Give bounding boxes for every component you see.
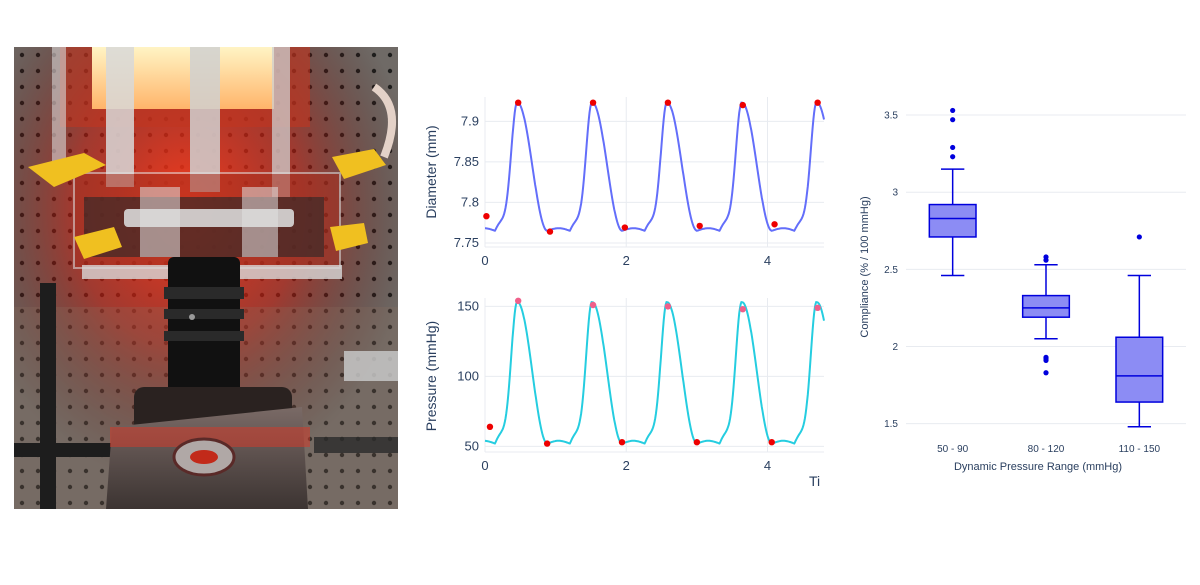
trough-marker — [771, 221, 778, 228]
peak-marker — [814, 99, 821, 106]
y-tick-label: 150 — [457, 298, 479, 313]
diameter-y-axis-title: Diameter (mm) — [423, 125, 439, 218]
y-tick-label: 2.5 — [884, 265, 898, 276]
trough-marker — [621, 224, 629, 231]
peak-marker — [664, 303, 672, 310]
bioreactor-photo-illustration — [14, 47, 398, 509]
diameter-y-ticks: 7.75 7.8 7.85 7.9 — [454, 113, 479, 250]
trough-marker — [693, 439, 701, 446]
outlier-point — [950, 117, 956, 123]
interquartile-box — [1021, 294, 1071, 318]
outlier-point — [1043, 370, 1049, 376]
y-tick-label: 3 — [892, 188, 898, 199]
x-tick-label: 4 — [764, 458, 771, 473]
y-tick-label: 7.8 — [461, 194, 479, 209]
outlier-point — [950, 107, 956, 114]
x-tick-label: 2 — [623, 253, 630, 268]
peak-marker — [814, 304, 821, 311]
trough-marker — [486, 423, 494, 430]
compliance-box-plot: 1.5 2 2.5 3 3.5 50 - 90 80 - 120 110 - 150 Com… — [859, 107, 1186, 473]
peak-marker — [739, 306, 746, 313]
interquartile-box — [1115, 336, 1164, 403]
box-2 — [1021, 254, 1071, 376]
pressure-x-ticks: 0 2 4 — [481, 458, 771, 473]
x-tick-label: 2 — [623, 458, 630, 473]
y-tick-label: 50 — [465, 438, 479, 453]
pressure-series-line — [484, 300, 825, 445]
diameter-x-ticks: 0 2 4 — [481, 253, 771, 268]
trough-marker — [546, 228, 554, 235]
y-tick-label: 7.9 — [461, 113, 479, 128]
x-tick-label: 80 - 120 — [1028, 444, 1065, 455]
trough-marker — [618, 439, 626, 446]
trough-marker — [543, 440, 551, 447]
outlier-point — [1136, 234, 1142, 240]
diameter-peak-trough-markers — [483, 99, 821, 235]
pressure-x-axis-title: Ti — [809, 473, 820, 489]
diameter-series-line — [485, 101, 825, 232]
trough-marker — [768, 439, 775, 446]
box-3 — [1115, 234, 1164, 428]
box-1 — [928, 107, 977, 277]
peak-marker — [589, 99, 597, 106]
interquartile-box — [928, 203, 977, 238]
outlier-point — [1043, 254, 1049, 260]
compliance-x-ticks: 50 - 90 80 - 120 110 - 150 — [937, 444, 1160, 455]
compliance-boxes — [928, 107, 1164, 428]
trough-marker — [696, 222, 703, 230]
pressure-chart: 50 100 150 0 2 4 Pressure (mmHg) Ti — [423, 297, 825, 489]
y-tick-label: 1.5 — [884, 419, 898, 430]
x-tick-label: 50 - 90 — [937, 444, 969, 455]
y-tick-label: 7.85 — [454, 154, 479, 169]
pressure-y-ticks: 50 100 150 — [457, 298, 479, 453]
x-tick-label: 4 — [764, 253, 771, 268]
peak-marker — [739, 101, 746, 109]
x-tick-label: 0 — [481, 458, 488, 473]
peak-marker — [514, 297, 522, 304]
y-tick-label: 7.75 — [454, 235, 479, 250]
trough-marker — [483, 212, 490, 220]
y-tick-label: 2 — [892, 342, 898, 353]
compliance-y-ticks: 1.5 2 2.5 3 3.5 — [884, 111, 898, 431]
peak-marker — [664, 99, 672, 106]
compliance-x-axis-title: Dynamic Pressure Range (mmHg) — [954, 461, 1122, 473]
x-tick-label: 110 - 150 — [1119, 444, 1161, 455]
peak-marker — [514, 99, 522, 106]
outlier-point — [950, 144, 956, 151]
outlier-point — [950, 154, 956, 160]
compliance-y-axis-title: Compliance (% / 100 mmHg) — [859, 196, 871, 337]
pressure-peak-trough-markers — [486, 297, 821, 447]
y-tick-label: 100 — [457, 368, 479, 383]
bioreactor-photo — [14, 47, 398, 509]
pressure-y-axis-title: Pressure (mmHg) — [423, 321, 439, 431]
diameter-gridlines — [484, 97, 824, 248]
peak-marker — [589, 301, 597, 309]
x-tick-label: 0 — [481, 253, 488, 268]
pressure-gridlines — [484, 298, 824, 453]
diameter-chart: 7.75 7.8 7.85 7.9 0 2 4 Diameter (mm) — [423, 97, 825, 268]
y-tick-label: 3.5 — [884, 111, 898, 122]
outlier-point — [1043, 356, 1049, 362]
